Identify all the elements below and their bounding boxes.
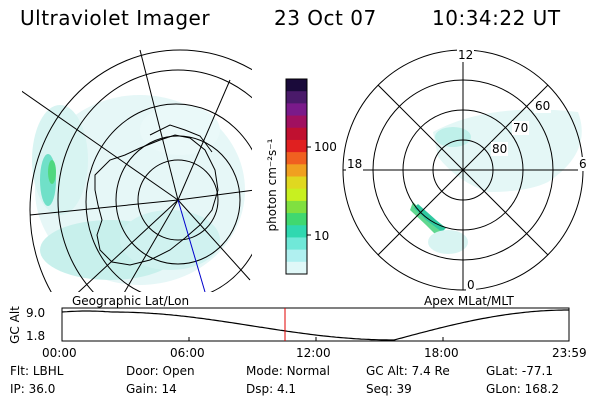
status-door: Door: Open: [126, 364, 195, 378]
mlt-label-18: 18: [346, 157, 364, 171]
colorbar-segment: [286, 127, 307, 141]
colorbar: [285, 78, 311, 275]
alt-xtick-4: 23:59: [552, 346, 587, 360]
date-label: 23 Oct 07: [274, 6, 377, 30]
colorbar-unit-label: photon cm⁻²s⁻¹: [265, 138, 279, 232]
status-dsp: Dsp: 4.1: [246, 382, 297, 396]
geographic-emission: [32, 95, 245, 285]
colorbar-segment: [286, 79, 307, 92]
mlt-label-6: 6: [578, 157, 588, 171]
alt-xtick-2: 12:00: [296, 346, 331, 360]
instrument-title: Ultraviolet Imager: [20, 6, 211, 30]
colorbar-segment: [286, 261, 307, 275]
time-label: 10:34:22 UT: [432, 6, 561, 30]
alt-xtick-3: 18:00: [424, 346, 459, 360]
colorbar-segment: [286, 237, 307, 251]
colorbar-segment: [286, 91, 307, 104]
colorbar-segment: [286, 152, 307, 165]
status-seq: Seq: 39: [366, 382, 412, 396]
colorbar-tick-100: 100: [314, 140, 337, 154]
alt-ytick-low: 1.8: [26, 329, 46, 343]
status-glat: GLat: -77.1: [486, 364, 553, 378]
geographic-label: Geographic Lat/Lon: [72, 294, 190, 308]
colorbar-segment: [286, 213, 307, 226]
alt-curve: [61, 309, 569, 341]
polar-plot: [342, 49, 584, 291]
colorbar-segment: [286, 200, 307, 214]
colorbar-segment: [286, 164, 307, 177]
status-glon: GLon: 168.2: [486, 382, 559, 396]
geographic-image: [22, 49, 252, 292]
colorbar-segment: [286, 103, 307, 117]
status-ip: IP: 36.0: [10, 382, 56, 396]
alt-plot: [61, 307, 570, 342]
status-gain: Gain: 14: [126, 382, 177, 396]
status-mode: Mode: Normal: [246, 364, 330, 378]
colorbar-tick-10: 10: [314, 229, 330, 243]
colorbar-segment: [286, 176, 307, 190]
alt-xtick-0: 00:00: [42, 346, 77, 360]
colorbar-segment: [286, 225, 307, 238]
colorbar-segment: [286, 115, 307, 129]
colorbar-segment: [286, 188, 307, 202]
polar-label: Apex MLat/MLT: [424, 294, 514, 308]
colorbar-segment: [286, 139, 307, 153]
mlt-label-0: 0: [466, 278, 476, 292]
status-gc-alt: GC Alt: 7.4 Re: [366, 364, 450, 378]
alt-ylabel: GC Alt: [8, 306, 22, 344]
lat-label-60: 60: [534, 99, 552, 113]
lat-label-80: 80: [491, 142, 509, 156]
lat-label-70: 70: [512, 121, 530, 135]
alt-xtick-1: 06:00: [170, 346, 205, 360]
colorbar-segment: [286, 249, 307, 263]
mlt-label-12: 12: [457, 48, 475, 62]
status-flt: Flt: LBHL: [10, 364, 64, 378]
alt-ytick-high: 9.0: [26, 306, 46, 320]
